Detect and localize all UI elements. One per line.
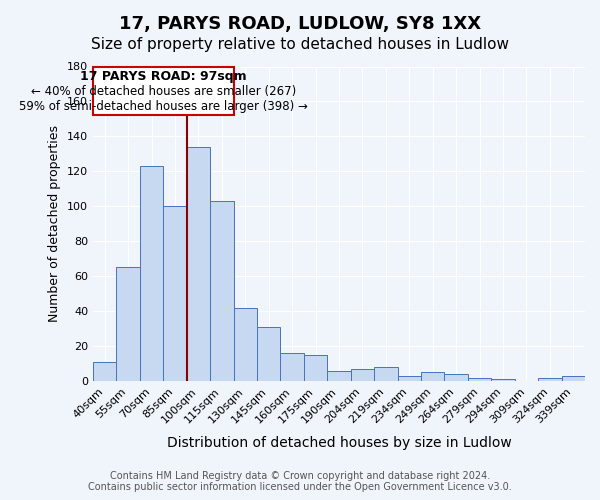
X-axis label: Distribution of detached houses by size in Ludlow: Distribution of detached houses by size … [167,436,511,450]
Bar [233,308,257,381]
Bar [140,166,163,381]
Bar [210,201,233,381]
Text: 59% of semi-detached houses are larger (398) →: 59% of semi-detached houses are larger (… [19,100,308,112]
Text: 17 PARYS ROAD: 97sqm: 17 PARYS ROAD: 97sqm [80,70,247,83]
Bar [304,355,327,381]
Bar [351,369,374,381]
Bar [562,376,585,381]
Bar [280,353,304,381]
Bar [163,206,187,381]
Text: Contains HM Land Registry data © Crown copyright and database right 2024.
Contai: Contains HM Land Registry data © Crown c… [88,471,512,492]
Bar [116,268,140,381]
Bar [257,327,280,381]
Bar [468,378,491,381]
Y-axis label: Number of detached properties: Number of detached properties [49,126,61,322]
Bar [398,376,421,381]
Bar [421,372,445,381]
Text: 17, PARYS ROAD, LUDLOW, SY8 1XX: 17, PARYS ROAD, LUDLOW, SY8 1XX [119,15,481,33]
Text: Size of property relative to detached houses in Ludlow: Size of property relative to detached ho… [91,38,509,52]
Bar [327,370,351,381]
Text: ← 40% of detached houses are smaller (267): ← 40% of detached houses are smaller (26… [31,85,296,98]
Bar [538,378,562,381]
Bar [491,380,515,381]
Bar [374,367,398,381]
Bar [93,362,116,381]
Bar [93,66,233,116]
Bar [187,147,210,381]
Bar [445,374,468,381]
